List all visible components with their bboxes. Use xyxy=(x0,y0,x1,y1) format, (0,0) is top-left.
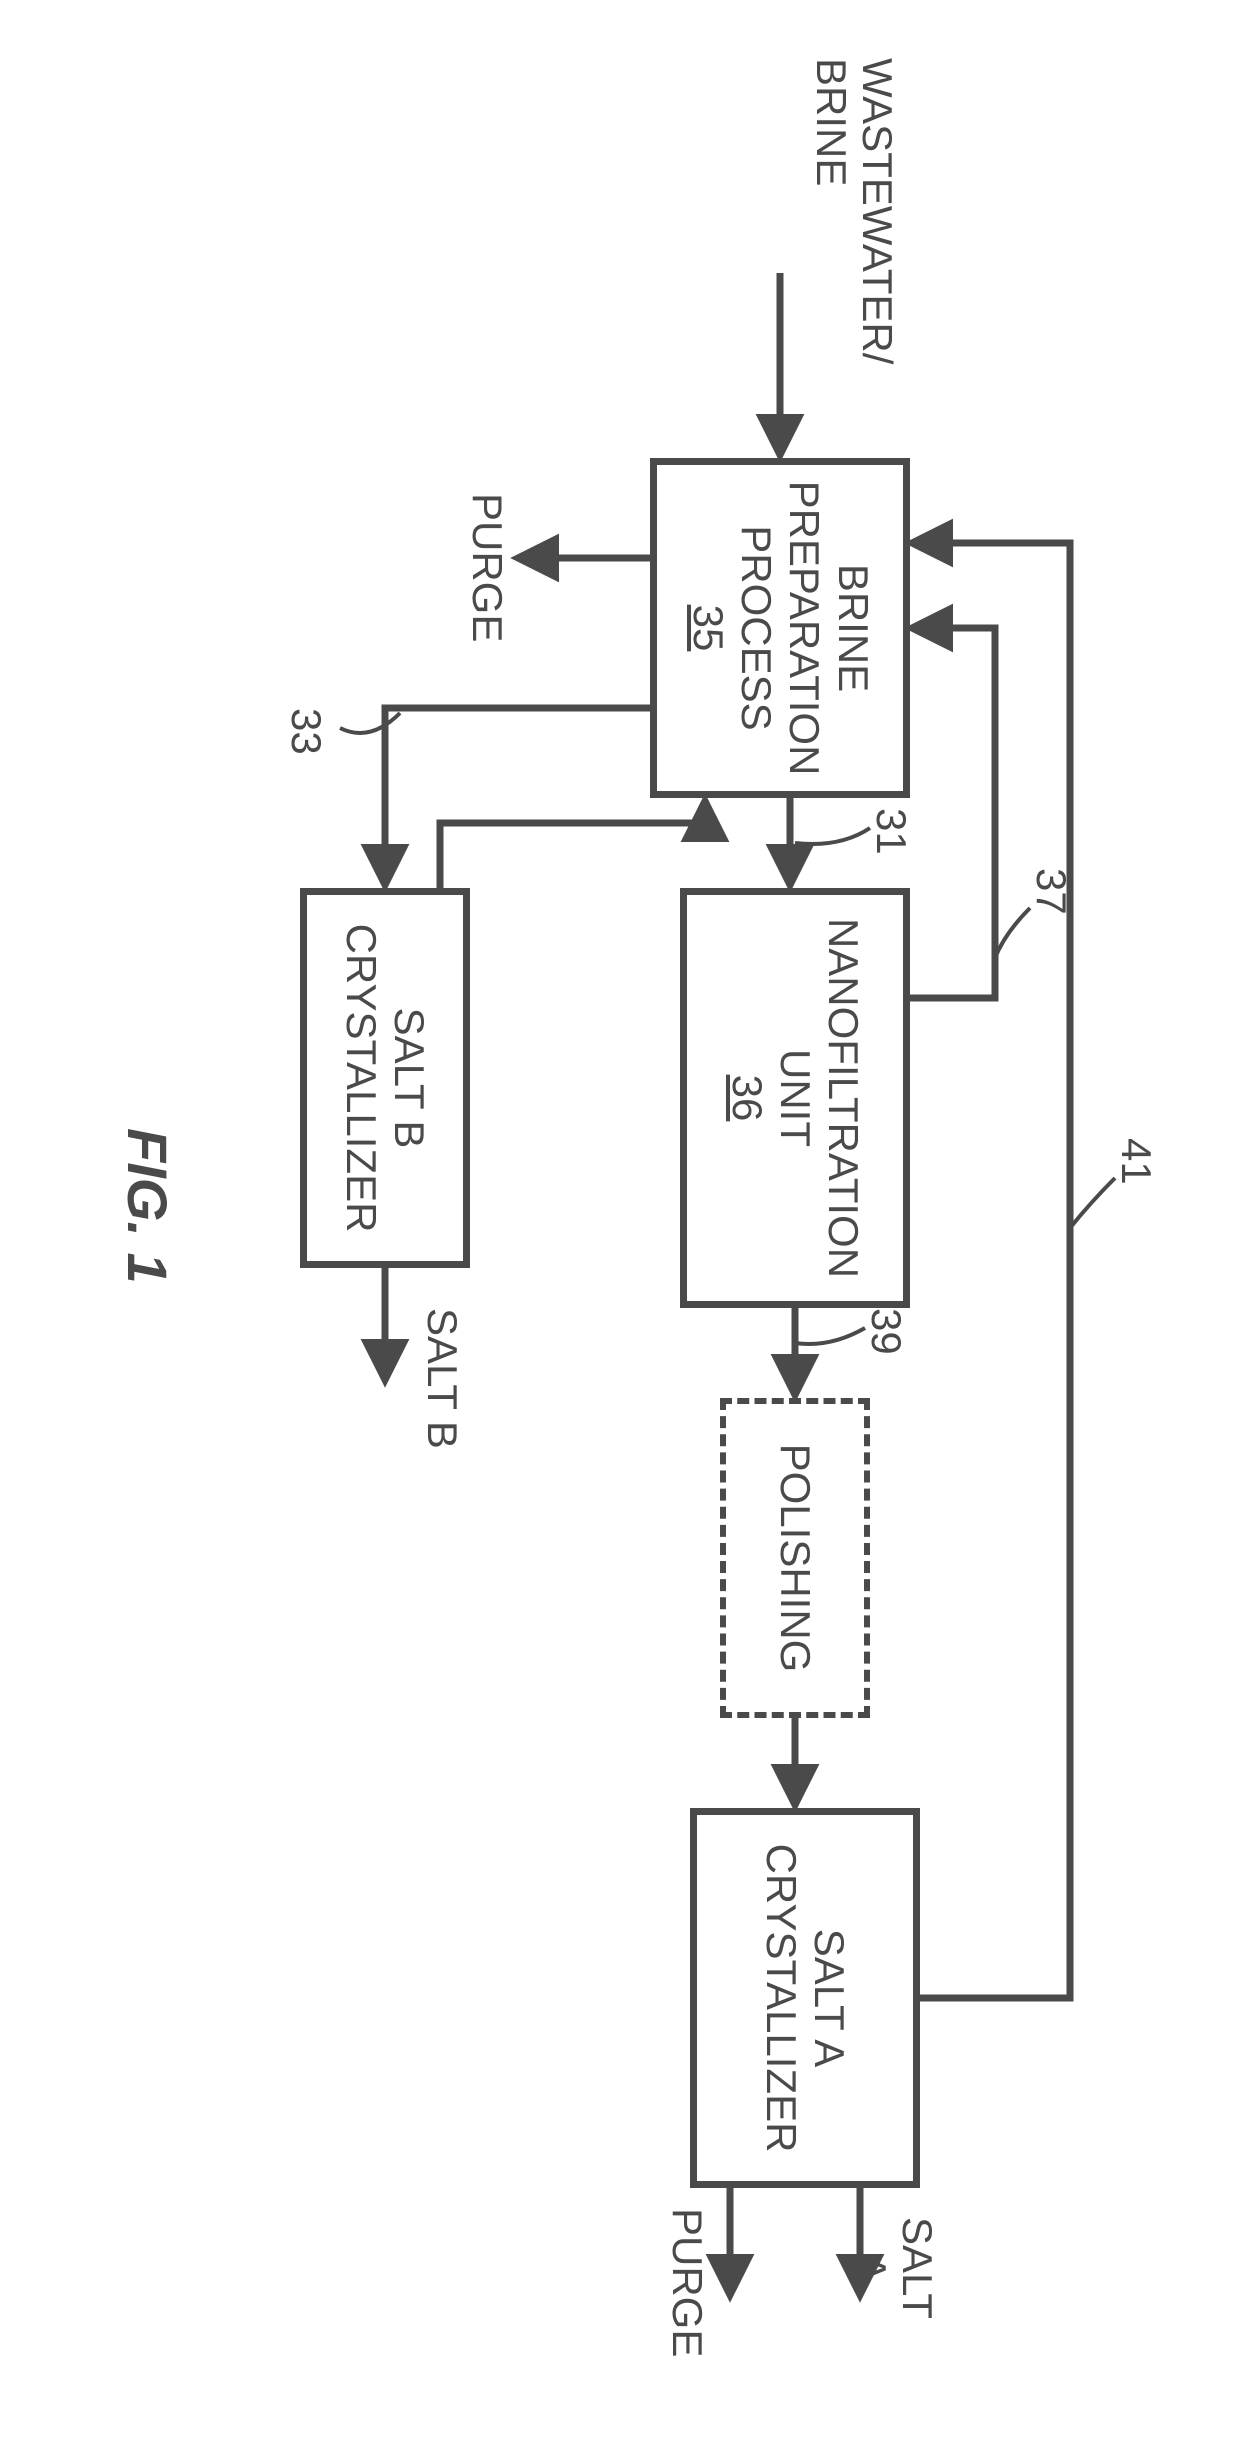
leader-39 xyxy=(795,1328,865,1344)
arrow-to-saltb xyxy=(385,708,650,883)
salt-b-l1: SALT B xyxy=(385,1008,433,1149)
diagram-canvas: BRINE PREPARATION PROCESS 35 NANOFILTRAT… xyxy=(70,128,1170,2328)
salt-a-l2: CRYSTALLIZER xyxy=(757,1844,805,2153)
salt-a-l1: SALT A xyxy=(805,1929,853,2068)
leader-31 xyxy=(795,828,870,844)
input-label: WASTEWATER/ BRINE xyxy=(808,58,900,338)
arrow-nano-reject xyxy=(910,628,995,998)
salt-b-label: SALT B xyxy=(419,1308,465,1449)
brine-prep-l3: PROCESS xyxy=(732,525,780,730)
purge-right-label: PURGE xyxy=(664,2208,710,2357)
salt-b-l2: CRYSTALLIZER xyxy=(337,924,385,1233)
ref-31: 31 xyxy=(867,808,915,855)
arrow-saltb-return xyxy=(440,803,705,888)
ref-37: 37 xyxy=(1027,868,1075,915)
ref-33: 33 xyxy=(282,708,330,755)
leader-41 xyxy=(1070,1178,1115,1228)
figure-label: FIG. 1 xyxy=(115,1128,180,1284)
brine-prep-box: BRINE PREPARATION PROCESS 35 xyxy=(650,458,910,798)
nano-box: NANOFILTRATION UNIT 36 xyxy=(680,888,910,1308)
purge-left-label: PURGE xyxy=(464,493,510,642)
brine-prep-l1: BRINE xyxy=(828,564,876,692)
ref-39: 39 xyxy=(862,1308,910,1355)
polishing-box: POLISHING xyxy=(720,1398,870,1718)
connectors xyxy=(70,128,1170,2328)
nano-ref: 36 xyxy=(723,1075,771,1122)
salt-a-label: SALT A xyxy=(848,2208,940,2328)
ref-41: 41 xyxy=(1112,1138,1160,1185)
leader-37 xyxy=(995,908,1030,958)
nano-l2: UNIT xyxy=(771,1049,819,1147)
nano-l1: NANOFILTRATION xyxy=(819,918,867,1278)
leader-33 xyxy=(340,713,400,733)
polishing-l1: POLISHING xyxy=(771,1444,819,1673)
brine-prep-l2: PREPARATION xyxy=(780,481,828,776)
salt-a-cryst-box: SALT A CRYSTALLIZER xyxy=(690,1808,920,2188)
salt-b-cryst-box: SALT B CRYSTALLIZER xyxy=(300,888,470,1268)
brine-prep-ref: 35 xyxy=(683,605,731,652)
